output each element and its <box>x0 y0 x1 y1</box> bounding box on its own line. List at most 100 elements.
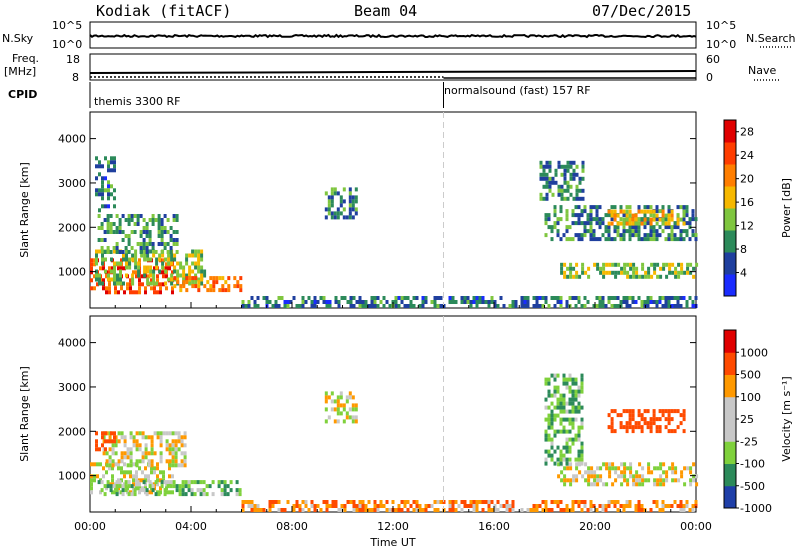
data-cell <box>253 304 257 308</box>
data-cell <box>623 478 627 483</box>
data-cell <box>511 300 515 304</box>
data-cell <box>641 474 645 479</box>
data-cell <box>171 451 175 456</box>
data-cell <box>481 296 485 300</box>
data-cell <box>138 282 141 287</box>
data-cell <box>664 425 668 430</box>
data-cell <box>174 439 178 444</box>
data-cell <box>119 277 122 282</box>
data-cell <box>589 213 593 218</box>
data-cell <box>129 455 133 460</box>
data-cell <box>613 500 617 504</box>
data-cell <box>610 429 614 434</box>
data-cell <box>116 273 119 278</box>
data-cell <box>493 508 497 512</box>
data-cell <box>295 304 299 308</box>
data-cell <box>325 500 329 504</box>
data-cell <box>451 296 455 300</box>
data-cell <box>361 300 365 304</box>
data-cell <box>102 474 105 479</box>
data-cell <box>679 508 683 512</box>
data-cell <box>114 490 117 495</box>
data-cell <box>188 269 192 274</box>
data-cell <box>583 504 587 508</box>
data-cell <box>109 214 113 218</box>
data-cell <box>330 199 334 204</box>
data-cell <box>647 266 651 271</box>
data-cell <box>98 172 101 177</box>
data-cell <box>171 455 175 460</box>
data-cell <box>301 500 305 504</box>
data-cell <box>325 504 329 508</box>
data-cell <box>280 508 284 512</box>
data-cell <box>562 457 566 462</box>
data-cell <box>110 192 113 197</box>
data-cell <box>590 474 594 479</box>
data-cell <box>682 229 686 234</box>
data-cell <box>330 195 334 200</box>
data-cell <box>286 304 290 308</box>
data-cell <box>115 246 119 250</box>
data-cell <box>691 213 695 218</box>
data-cell <box>133 488 137 493</box>
data-cell <box>324 191 328 196</box>
data-cell <box>598 237 602 242</box>
data-cell <box>116 261 119 266</box>
data-cell <box>139 242 143 246</box>
data-cell <box>667 504 671 508</box>
data-cell <box>165 482 168 487</box>
data-cell <box>95 269 98 274</box>
data-cell <box>175 242 179 246</box>
data-cell <box>116 281 119 286</box>
data-cell <box>436 304 440 308</box>
data-cell <box>107 180 110 185</box>
data-cell <box>599 474 603 479</box>
data-cell <box>577 405 581 410</box>
data-cell <box>100 238 104 242</box>
data-cell <box>685 500 689 504</box>
data-cell <box>327 199 331 204</box>
data-cell <box>568 457 572 462</box>
data-cell <box>130 484 134 489</box>
data-cell <box>587 466 591 471</box>
data-cell <box>229 480 233 485</box>
data-cell <box>448 500 452 504</box>
data-cell <box>162 270 165 275</box>
data-cell <box>580 417 584 422</box>
data-cell <box>327 395 331 400</box>
data-cell <box>577 449 581 454</box>
data-cell <box>556 385 560 390</box>
data-cell <box>556 500 560 504</box>
data-cell <box>469 504 473 508</box>
data-cell <box>125 273 128 278</box>
data-cell <box>610 417 614 422</box>
data-cell <box>295 504 299 508</box>
data-cell <box>90 262 93 267</box>
data-cell <box>169 234 173 238</box>
data-cell <box>557 164 561 169</box>
y-tick-label: 2000 <box>58 425 86 438</box>
data-cell <box>358 504 362 508</box>
data-cell <box>355 504 359 508</box>
data-cell <box>634 233 638 238</box>
data-cell <box>577 205 581 210</box>
data-cell <box>686 466 690 471</box>
data-cell <box>159 431 163 436</box>
data-cell <box>668 466 672 471</box>
data-cell <box>130 214 134 218</box>
data-cell <box>108 447 112 452</box>
data-cell <box>110 439 113 444</box>
data-cell <box>661 221 665 226</box>
data-cell <box>175 230 179 234</box>
data-cell <box>673 429 677 434</box>
data-cell <box>106 218 110 222</box>
data-cell <box>247 304 251 308</box>
data-cell <box>190 480 194 485</box>
data-cell <box>589 508 593 512</box>
data-cell <box>286 300 290 304</box>
data-cell <box>590 470 594 475</box>
data-cell <box>625 213 629 218</box>
data-cell <box>649 217 653 222</box>
data-cell <box>174 455 178 460</box>
data-cell <box>221 288 225 293</box>
